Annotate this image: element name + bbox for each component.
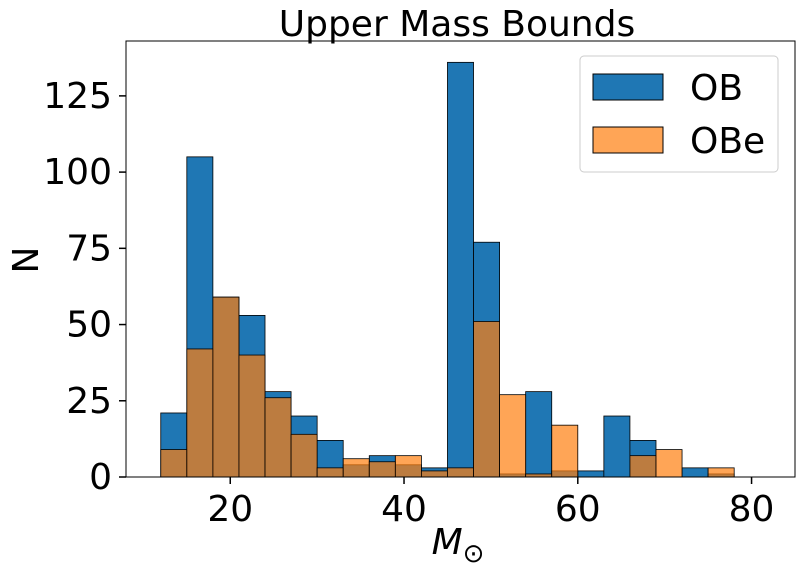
legend-swatch-ob — [592, 73, 664, 101]
x-tick-label-20: 20 — [207, 489, 253, 530]
bar-obe-9 — [394, 455, 422, 478]
x-axis: 20 40 60 80 — [207, 477, 774, 530]
bar-obe-2 — [212, 296, 240, 478]
legend: OB OBe — [579, 55, 779, 173]
bar-obe-12 — [473, 321, 500, 478]
bar-ob-14 — [525, 391, 553, 478]
bar-obe-0 — [160, 449, 188, 478]
bar-obe-4 — [264, 397, 292, 478]
plot-frame — [125, 40, 796, 478]
bar-obe-19 — [655, 449, 683, 478]
bar-obe-15 — [551, 424, 579, 478]
bar-ob-20 — [681, 467, 709, 478]
x-axis-label: M⊙ — [432, 522, 485, 569]
legend-label-ob: OB — [690, 68, 743, 109]
bar-obe-5 — [290, 433, 318, 478]
legend-label-obe: OBe — [690, 121, 765, 162]
bar-ob-16 — [577, 470, 605, 478]
bar-obe-11 — [447, 467, 474, 478]
bar-ob-11 — [447, 61, 474, 478]
y-tick-label-0: 0 — [89, 457, 112, 498]
bar-obe-8 — [368, 461, 396, 478]
y-tick-label-100: 100 — [43, 152, 112, 193]
x-tick-label-80: 80 — [729, 489, 775, 530]
bar-obe-13 — [499, 394, 527, 478]
y-tick-label-125: 125 — [43, 76, 112, 117]
bar-obe-6 — [316, 467, 344, 478]
bar-obe-21 — [707, 467, 735, 478]
bar-obe-7 — [342, 458, 370, 478]
y-axis-label: N — [6, 247, 47, 274]
bar-obe-1 — [186, 348, 214, 478]
chart-title: Upper Mass Bounds — [279, 4, 635, 45]
bar-obe-10 — [421, 470, 448, 478]
y-tick-label-25: 25 — [66, 381, 112, 422]
x-tick-label-40: 40 — [381, 489, 427, 530]
bar-obe-18 — [629, 455, 657, 478]
y-axis: 0 25 50 75 100 125 — [43, 76, 126, 498]
y-tick-label-50: 50 — [66, 305, 112, 346]
bar-obe-3 — [238, 354, 266, 478]
legend-swatch-obe — [592, 126, 664, 154]
bar-ob-17 — [603, 415, 631, 478]
x-tick-label-60: 60 — [555, 489, 601, 530]
y-tick-label-75: 75 — [66, 228, 112, 269]
